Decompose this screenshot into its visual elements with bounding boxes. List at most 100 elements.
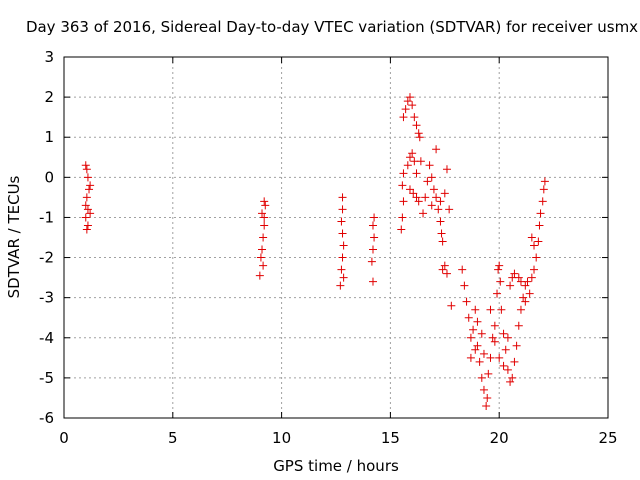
data-point <box>495 261 504 270</box>
data-point <box>497 305 506 314</box>
data-point <box>255 271 264 280</box>
data-point <box>81 161 90 170</box>
data-point <box>514 273 523 282</box>
data-point <box>412 169 421 178</box>
data-point <box>530 265 539 274</box>
data-point <box>438 265 447 274</box>
y-tick-label: -1 <box>39 208 54 226</box>
y-tick-label: 0 <box>44 168 54 186</box>
data-point <box>258 209 267 218</box>
data-point <box>410 113 419 122</box>
data-point <box>415 133 424 142</box>
y-axis-label: SDTVAR / TECUs <box>5 175 23 298</box>
data-point <box>408 101 417 110</box>
data-point <box>436 217 445 226</box>
data-point <box>82 165 91 174</box>
data-point <box>337 217 346 226</box>
y-tick-label: -5 <box>39 369 54 387</box>
data-point <box>338 193 347 202</box>
data-point <box>338 229 347 238</box>
data-point <box>512 341 521 350</box>
data-point <box>421 193 430 202</box>
data-point <box>398 181 407 190</box>
data-point <box>483 393 492 402</box>
data-point <box>490 337 499 346</box>
x-tick-label: 20 <box>490 429 509 447</box>
data-point <box>338 205 347 214</box>
data-point <box>432 193 441 202</box>
data-point <box>482 401 491 410</box>
data-point <box>368 245 377 254</box>
data-point <box>419 209 428 218</box>
data-point <box>260 221 269 230</box>
data-point <box>527 233 536 242</box>
data-point <box>506 281 515 290</box>
data-point <box>499 329 508 338</box>
data-point <box>516 305 525 314</box>
data-point <box>414 197 423 206</box>
data-point <box>535 221 544 230</box>
data-point <box>499 361 508 370</box>
data-point <box>462 297 471 306</box>
data-point <box>259 261 268 270</box>
data-point <box>525 289 534 298</box>
data-point <box>479 349 488 358</box>
data-point <box>477 373 486 382</box>
data-point <box>405 93 414 102</box>
data-point <box>83 221 92 230</box>
data-point <box>466 333 475 342</box>
data-point <box>495 353 504 362</box>
data-point <box>82 193 91 202</box>
y-tick-label: -3 <box>39 289 54 307</box>
data-point <box>368 221 377 230</box>
x-tick-label: 10 <box>272 429 291 447</box>
data-point <box>464 313 473 322</box>
data-point <box>494 265 503 274</box>
data-point <box>398 213 407 222</box>
data-point <box>473 341 482 350</box>
data-point <box>416 157 425 166</box>
data-point <box>436 197 445 206</box>
data-point <box>339 241 348 250</box>
data-point <box>260 197 269 206</box>
data-point <box>367 257 376 266</box>
data-point <box>432 145 441 154</box>
data-point <box>471 345 480 354</box>
y-tick-label: 3 <box>44 48 54 66</box>
data-point <box>539 185 548 194</box>
data-point <box>399 113 408 122</box>
data-point <box>399 169 408 178</box>
data-series-usmx <box>81 93 549 410</box>
data-point <box>408 149 417 158</box>
y-tick-label: -4 <box>39 329 54 347</box>
chart-title: Day 363 of 2016, Sidereal Day-to-day VTE… <box>26 18 638 36</box>
data-point <box>508 373 517 382</box>
data-point <box>510 269 519 278</box>
data-point <box>370 213 379 222</box>
data-point <box>484 369 493 378</box>
data-point <box>538 197 547 206</box>
data-point <box>399 197 408 206</box>
data-point <box>405 153 414 162</box>
data-point <box>514 321 523 330</box>
y-tick-label: 1 <box>44 128 54 146</box>
data-point <box>401 105 410 114</box>
data-point <box>523 277 532 286</box>
data-point <box>368 277 377 286</box>
x-axis-label: GPS time / hours <box>273 457 399 475</box>
data-point <box>486 305 495 314</box>
data-point <box>488 333 497 342</box>
data-point <box>423 177 432 186</box>
plot-frame <box>63 56 609 419</box>
data-point <box>530 241 539 250</box>
data-point <box>475 357 484 366</box>
data-point <box>501 345 510 354</box>
data-point <box>427 173 436 182</box>
data-point <box>510 357 519 366</box>
x-tick-label: 25 <box>598 429 617 447</box>
data-point <box>338 253 347 262</box>
data-point <box>521 281 530 290</box>
data-point <box>466 353 475 362</box>
data-point <box>503 333 512 342</box>
